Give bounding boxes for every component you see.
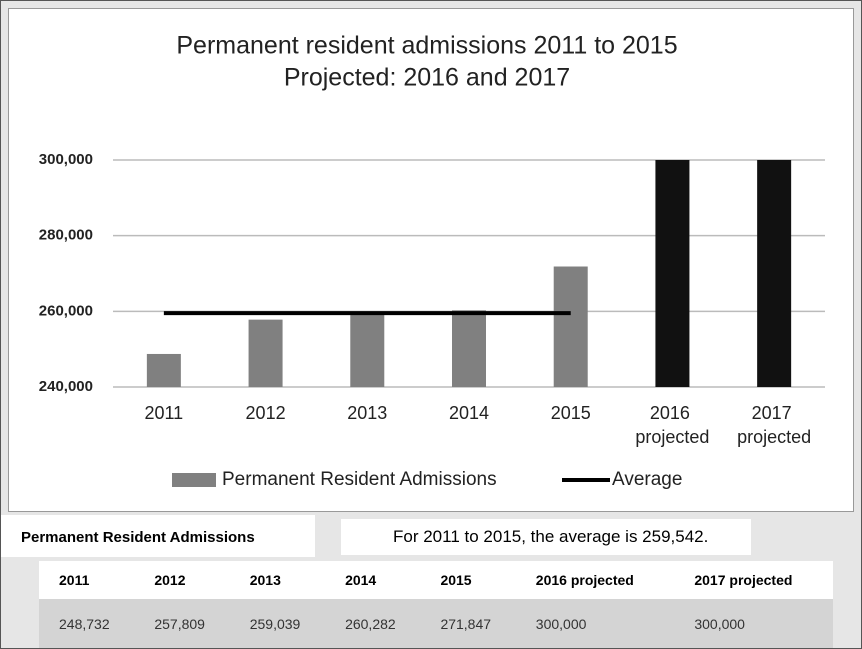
legend-label: Permanent Resident Admissions bbox=[222, 469, 497, 490]
note-box: For 2011 to 2015, the average is 259,542… bbox=[341, 519, 751, 555]
x-tick-label: 2013 bbox=[347, 403, 387, 423]
data-table: 2011 2012 2013 2014 2015 2016 projected 2017 p… bbox=[39, 561, 833, 648]
bar bbox=[553, 266, 588, 387]
header-cell: 2014 bbox=[325, 561, 421, 599]
x-tick-label: 2016 projected bbox=[635, 403, 709, 447]
table-row: 248,732 257,809 259,039 260,282 271,847 300,0… bbox=[39, 599, 833, 648]
legend-label: Average bbox=[612, 469, 682, 490]
table-cell: 248,732 bbox=[39, 599, 135, 648]
bar bbox=[248, 319, 283, 387]
note: For 2011 to 2015, the average is 259,542… bbox=[393, 527, 709, 546]
header-cell: 2013 bbox=[229, 561, 326, 599]
x-tick-label: 2012 bbox=[246, 403, 286, 423]
y-tick-label: 280,000 bbox=[39, 227, 93, 244]
bar bbox=[146, 353, 181, 387]
bar bbox=[655, 160, 690, 387]
header-cell: 2012 bbox=[134, 561, 230, 599]
header-cell: 2011 bbox=[39, 561, 135, 599]
table-cell: 260,282 bbox=[325, 599, 421, 648]
header-cell: 2015 bbox=[420, 561, 516, 599]
y-tick-label: 240,000 bbox=[39, 378, 93, 395]
x-tick-label: 2014 bbox=[449, 403, 489, 423]
table-cell: 300,000 bbox=[515, 599, 675, 648]
bar bbox=[350, 314, 385, 387]
table-cell: 259,039 bbox=[229, 599, 326, 648]
chart-subtitle: Projected: 2016 and 2017 bbox=[284, 64, 570, 92]
header-cell: 2017 projected bbox=[674, 561, 833, 599]
table-title: Permanent Resident Admissions bbox=[21, 529, 255, 546]
y-tick-label: 300,000 bbox=[39, 151, 93, 168]
table-cell: 300,000 bbox=[674, 599, 833, 648]
table-cell: 257,809 bbox=[134, 599, 230, 648]
table-body: 248,732 257,809 259,039 260,282 271,847 300,0… bbox=[39, 599, 833, 648]
x-tick-label: 2017 projected bbox=[737, 403, 811, 447]
x-tick-label: 2015 bbox=[551, 403, 591, 423]
table-cell: 271,847 bbox=[420, 599, 516, 648]
header-row: 2011 2012 2013 2014 2015 2016 projected 2017 p… bbox=[39, 561, 833, 599]
chart: Permanent resident admissions 2011 to 20… bbox=[8, 8, 854, 512]
bar bbox=[757, 160, 792, 387]
y-tick-label: 260,000 bbox=[39, 302, 93, 319]
legend-swatch bbox=[172, 473, 216, 487]
header-cell: 2016 projected bbox=[515, 561, 675, 599]
table-title-box: Permanent Resident Admissions bbox=[1, 515, 315, 557]
x-tick-label: 2011 bbox=[144, 403, 183, 423]
bar bbox=[452, 310, 486, 387]
chart-title: Permanent resident admissions 2011 to 20… bbox=[176, 32, 677, 60]
